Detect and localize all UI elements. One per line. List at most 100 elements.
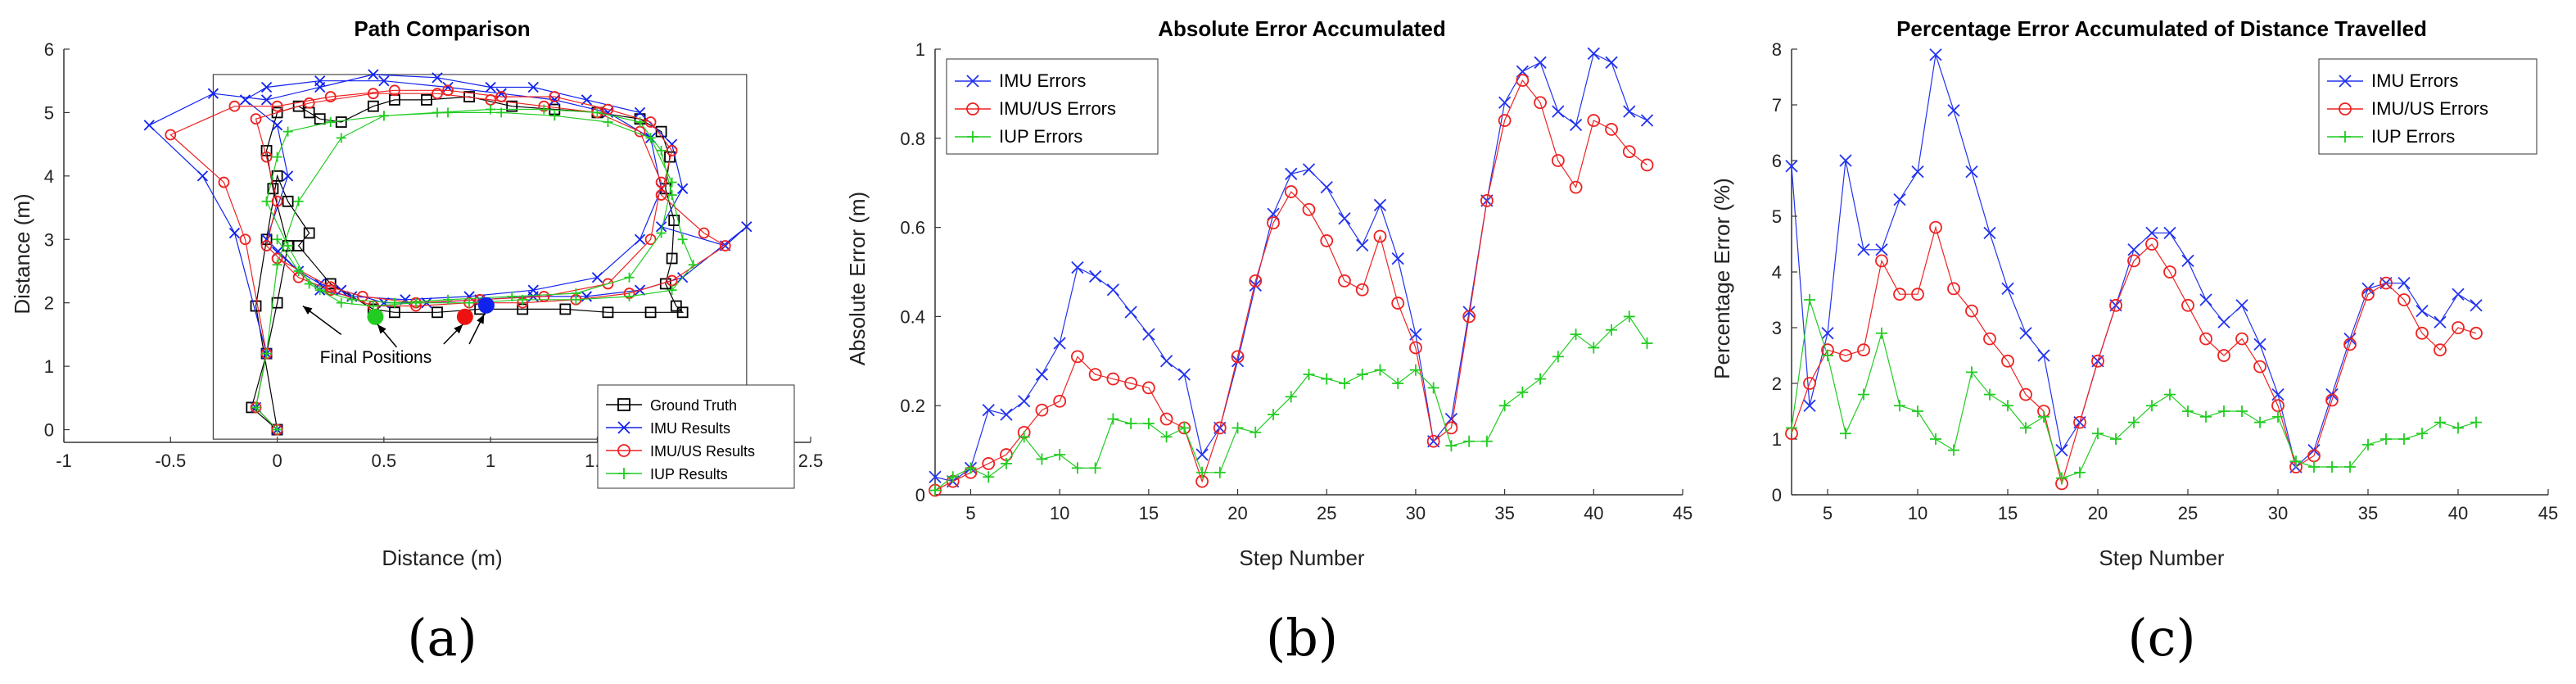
point-c-iup-errors-15 bbox=[2056, 472, 2068, 484]
point-c-imu-us-errors-33 bbox=[2379, 276, 2393, 290]
point-a-ground-truth-11 bbox=[335, 116, 347, 128]
point-a-iup-results-40 bbox=[507, 291, 517, 301]
point-a-imu-results-44 bbox=[591, 272, 603, 283]
point-b-iup-errors-7 bbox=[1054, 449, 1066, 461]
point-b-imu-errors-24-stroke2 bbox=[1356, 238, 1369, 251]
point-c-imu-errors-2-stroke2 bbox=[1821, 327, 1834, 340]
point-c-imu-us-errors-8 bbox=[1929, 220, 1942, 234]
point-c-imu-errors-35-stroke2 bbox=[2416, 304, 2429, 318]
point-b-imu-errors-13 bbox=[1159, 355, 1173, 368]
point-a-imu-us-results-17 bbox=[698, 227, 710, 239]
point-b-imu-errors-37 bbox=[1587, 47, 1600, 61]
point-a-iup-results-15 bbox=[688, 260, 698, 270]
point-a-ground-truth-24 bbox=[666, 252, 678, 265]
point-c-imu-errors-2 bbox=[1821, 327, 1834, 340]
plot-area-b: 5 10 15 20 25 30 35 40 45 0 0.2 0.4 0.6 0.8 1 IMU Error… bbox=[900, 39, 1692, 523]
point-a-imu-us-results-28 bbox=[260, 240, 273, 251]
y-tick-label-a-0: 0 bbox=[44, 420, 54, 441]
point-a-imu-us-results-39 bbox=[655, 176, 667, 188]
point-c-imu-errors-4-stroke2 bbox=[1857, 243, 1870, 256]
point-c-imu-us-errors-32 bbox=[2361, 288, 2375, 301]
point-a-iup-results-3 bbox=[272, 260, 282, 270]
point-b-imu-errors-38-stroke2 bbox=[1605, 56, 1618, 69]
point-a-iup-results-21 bbox=[410, 297, 421, 308]
title-a: Path Comparison bbox=[354, 16, 530, 41]
point-b-iup-errors-6 bbox=[1036, 453, 1048, 465]
point-b-imu-errors-34 bbox=[1534, 56, 1547, 69]
point-b-imu-us-errors-35 bbox=[1551, 154, 1565, 167]
point-c-iup-errors-1 bbox=[1804, 294, 1815, 306]
point-a-imu-us-results-15 bbox=[666, 144, 678, 156]
x-tick-label-a-7: 2.5 bbox=[798, 451, 824, 471]
y-tick-label-c-5: 5 bbox=[1772, 206, 1782, 227]
x-tick-label-c-5: 30 bbox=[2268, 503, 2288, 523]
point-c-imu-us-errors-17 bbox=[2091, 354, 2104, 368]
final-position-dot-2 bbox=[477, 297, 495, 314]
series-line-a-imu-us-results bbox=[169, 89, 726, 430]
y-tick-label-b-5: 1 bbox=[915, 39, 925, 60]
annotation-arrowhead-1 bbox=[377, 324, 386, 334]
point-c-imu-errors-20 bbox=[2145, 226, 2158, 240]
point-a-imu-results-7-stroke2 bbox=[260, 94, 273, 106]
point-a-imu-results-19-stroke2 bbox=[741, 221, 752, 233]
point-c-imu-errors-24 bbox=[2217, 315, 2230, 328]
legend-label-a-iup-results: IUP Results bbox=[650, 466, 728, 482]
final-position-dot-0 bbox=[367, 308, 384, 325]
legend-box-c bbox=[2318, 58, 2538, 155]
point-c-iup-errors-8 bbox=[1930, 433, 1941, 445]
point-a-imu-us-results-30 bbox=[260, 151, 273, 163]
point-a-imu-results-17 bbox=[655, 221, 667, 233]
point-a-imu-us-results-8 bbox=[324, 91, 337, 102]
y-tick-label-b-2: 0.4 bbox=[900, 306, 925, 327]
point-c-imu-errors-15 bbox=[2055, 443, 2068, 457]
point-b-imu-us-errors-3 bbox=[982, 457, 996, 470]
point-a-imu-results-6 bbox=[207, 88, 219, 99]
point-b-iup-errors-20 bbox=[1285, 391, 1297, 403]
point-c-imu-us-errors-18 bbox=[2109, 298, 2122, 312]
point-c-imu-us-errors-13 bbox=[2019, 387, 2032, 401]
point-c-imu-us-errors-16 bbox=[2073, 415, 2086, 429]
point-a-imu-results-45-stroke2 bbox=[527, 284, 539, 296]
point-b-iup-errors-34 bbox=[1534, 373, 1547, 385]
point-a-imu-results-3-stroke2 bbox=[228, 227, 241, 239]
point-b-iup-errors-33 bbox=[1516, 386, 1529, 398]
point-c-imu-us-errors-6 bbox=[1893, 288, 1906, 301]
point-a-imu-results-9 bbox=[368, 69, 379, 80]
point-b-imu-errors-23-stroke2 bbox=[1338, 212, 1351, 225]
point-c-imu-errors-21 bbox=[2163, 226, 2176, 240]
point-a-iup-results-29 bbox=[325, 117, 336, 128]
point-a-iup-results-14 bbox=[677, 234, 688, 245]
point-a-imu-results-19 bbox=[741, 221, 752, 233]
point-a-imu-results-33 bbox=[239, 94, 251, 106]
point-b-imu-errors-17-stroke2 bbox=[1231, 355, 1245, 368]
x-tick-label-a-0: -1 bbox=[56, 451, 72, 471]
point-b-iup-errors-19 bbox=[1268, 409, 1280, 421]
point-a-imu-results-10 bbox=[432, 72, 443, 84]
point-c-imu-errors-9-stroke2 bbox=[1947, 104, 1960, 117]
point-a-ground-truth-14 bbox=[421, 94, 432, 106]
point-b-iup-errors-12 bbox=[1142, 417, 1155, 429]
point-b-imu-errors-25-stroke2 bbox=[1373, 198, 1387, 212]
point-c-imu-us-errors-24 bbox=[2217, 349, 2230, 362]
point-c-imu-us-errors-5 bbox=[1875, 254, 1888, 268]
y-tick-label-c-6: 6 bbox=[1772, 151, 1782, 171]
title-b: Absolute Error Accumulated bbox=[1158, 16, 1446, 41]
point-c-imu-errors-21-stroke2 bbox=[2163, 226, 2176, 240]
point-a-imu-results-11 bbox=[485, 81, 496, 93]
point-a-imu-results-45 bbox=[527, 284, 539, 296]
point-c-imu-errors-38-stroke2 bbox=[2470, 299, 2483, 312]
point-a-iup-results-28 bbox=[282, 126, 293, 137]
point-a-imu-results-6-stroke2 bbox=[207, 88, 219, 99]
point-b-imu-errors-32-stroke2 bbox=[1498, 96, 1512, 109]
point-a-imu-results-33-stroke2 bbox=[239, 94, 251, 106]
point-b-iup-errors-9 bbox=[1089, 462, 1101, 474]
point-c-iup-errors-38 bbox=[2470, 416, 2482, 428]
y-tick-label-c-7: 7 bbox=[1772, 95, 1782, 116]
point-c-iup-errors-24 bbox=[2218, 405, 2230, 417]
point-b-imu-errors-6-stroke2 bbox=[1035, 368, 1049, 381]
point-c-iup-errors-12 bbox=[2002, 400, 2013, 412]
point-a-imu-results-22 bbox=[581, 291, 593, 302]
point-a-iup-results-26 bbox=[261, 196, 272, 206]
point-b-imu-errors-6 bbox=[1035, 368, 1049, 381]
